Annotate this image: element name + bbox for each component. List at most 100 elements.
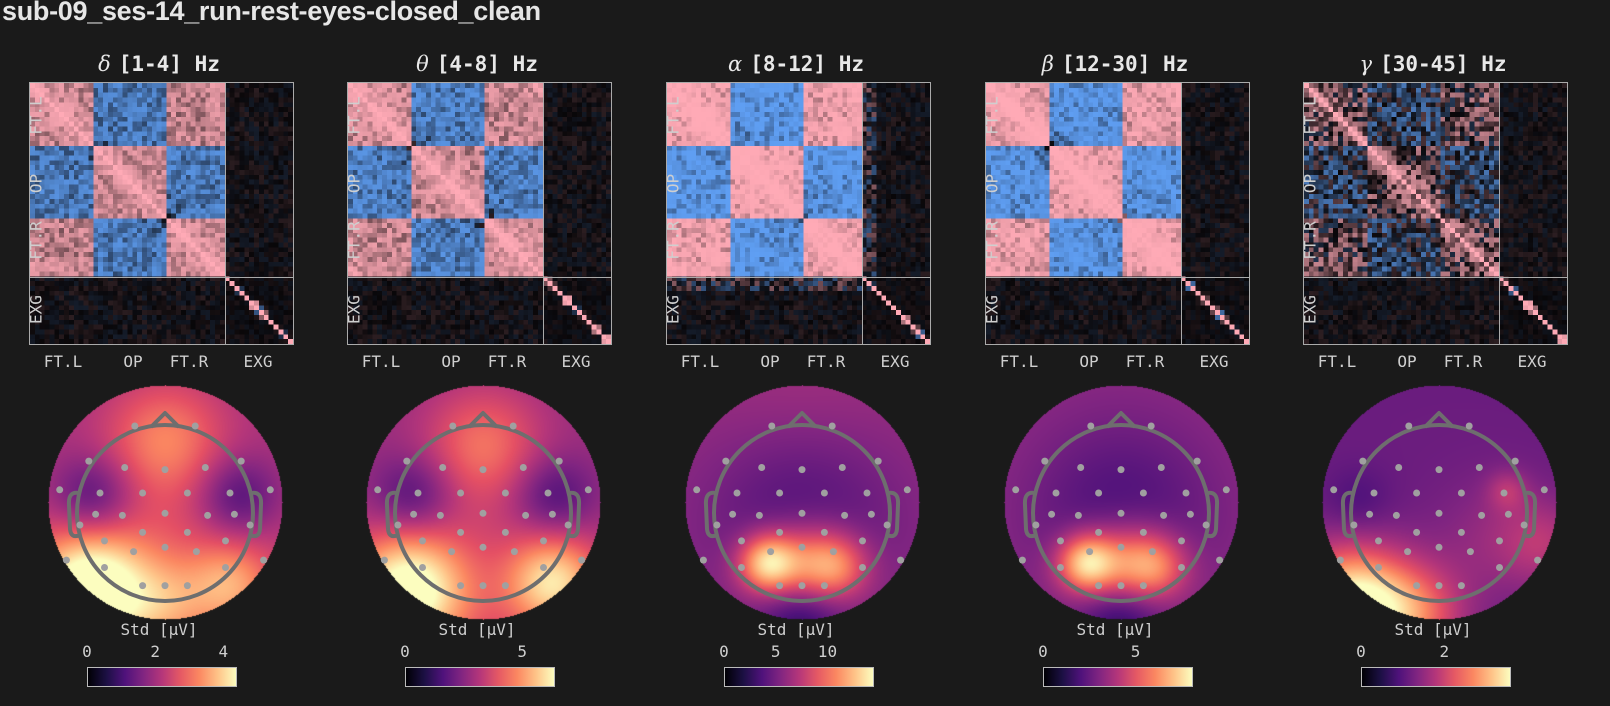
- correlation-matrix: [29, 82, 294, 345]
- y-axis-label: FT.R: [344, 221, 364, 260]
- colorbar-label: Std [μV]: [757, 620, 835, 639]
- colorbar-tick: 0: [400, 642, 410, 661]
- x-axis-label: FT.L: [43, 352, 83, 371]
- head-outline-icon: [56, 411, 274, 603]
- x-axis-label: FT.L: [1317, 352, 1357, 371]
- topomap: [363, 385, 603, 625]
- y-axis-label: OP: [344, 173, 364, 194]
- topomap: [1319, 385, 1559, 625]
- colorbar-tick: 4: [218, 642, 229, 661]
- colorbar-tick: 10: [817, 642, 838, 661]
- band-panel: δ [1-4] Hz FT.L OP FT.R EXG FT.L OP FT.R …: [0, 0, 318, 706]
- y-axis-label: FT.L: [344, 96, 364, 135]
- x-axis-label: EXG: [243, 352, 273, 371]
- band-panel: α [8-12] Hz FT.L OP FT.R EXG FT.L OP FT.R…: [637, 0, 955, 706]
- band-range: [12-30] Hz: [1061, 52, 1189, 76]
- band-symbol: β: [1041, 52, 1054, 76]
- band-title: θ [4-8] Hz: [318, 52, 636, 76]
- band-title: β [12-30] Hz: [956, 52, 1274, 76]
- band-panel: θ [4-8] Hz FT.L OP FT.R EXG FT.L OP FT.R …: [318, 0, 636, 706]
- colorbar: [1043, 667, 1193, 687]
- x-axis-label: EXG: [561, 352, 591, 371]
- matrix-heatmap: [1304, 83, 1567, 344]
- head-outline-icon: [374, 411, 592, 603]
- band-range: [1-4] Hz: [118, 52, 220, 76]
- colorbar-tick: 0: [82, 642, 92, 661]
- topomap: [45, 385, 285, 625]
- colorbar-label: Std [μV]: [438, 620, 516, 639]
- correlation-matrix: [666, 82, 931, 345]
- group-divider: [30, 277, 293, 278]
- y-axis-label: OP: [982, 173, 1002, 194]
- correlation-matrix: [347, 82, 612, 345]
- band-symbol: θ: [416, 52, 429, 76]
- band-range: [4-8] Hz: [436, 52, 538, 76]
- band-title: α [8-12] Hz: [637, 52, 955, 76]
- x-axis-label: OP: [1397, 352, 1417, 371]
- band-title: δ [1-4] Hz: [0, 52, 318, 76]
- y-axis-label: EXG: [344, 295, 364, 324]
- colorbar-label: Std [μV]: [1394, 620, 1472, 639]
- x-axis-label: FT.R: [169, 352, 209, 371]
- band-range: [8-12] Hz: [750, 52, 864, 76]
- group-divider: [225, 83, 226, 344]
- topomap: [1001, 385, 1241, 625]
- group-divider: [986, 277, 1249, 278]
- correlation-matrix: [1303, 82, 1568, 345]
- colorbar: [724, 667, 874, 687]
- x-axis-label: FT.L: [999, 352, 1039, 371]
- head-outline-icon: [693, 411, 911, 603]
- band-symbol: γ: [1359, 52, 1373, 76]
- colorbar-tick: 0: [719, 642, 729, 661]
- group-divider: [862, 83, 863, 344]
- colorbar-label: Std [μV]: [1076, 620, 1154, 639]
- band-symbol: α: [728, 52, 743, 76]
- group-divider: [543, 83, 544, 344]
- group-divider: [348, 277, 611, 278]
- x-axis-label: FT.R: [806, 352, 846, 371]
- x-axis-label: EXG: [1517, 352, 1547, 371]
- group-divider: [1304, 277, 1567, 278]
- colorbar-tick: 0: [1038, 642, 1048, 661]
- x-axis-label: FT.L: [361, 352, 401, 371]
- colorbar-tick: 5: [1130, 642, 1141, 661]
- correlation-matrix: [985, 82, 1250, 345]
- x-axis-label: FT.R: [1125, 352, 1165, 371]
- band-title: γ [30-45] Hz: [1274, 52, 1592, 76]
- y-axis-label: EXG: [26, 295, 46, 324]
- x-axis-label: OP: [1079, 352, 1099, 371]
- colorbar-tick: 5: [517, 642, 528, 661]
- x-axis-label: FT.L: [680, 352, 720, 371]
- y-axis-label: EXG: [1300, 295, 1320, 324]
- x-axis-label: EXG: [1199, 352, 1229, 371]
- band-symbol: δ: [98, 52, 111, 76]
- y-axis-label: FT.L: [982, 96, 1002, 135]
- y-axis-label: OP: [663, 173, 683, 194]
- x-axis-label: FT.R: [487, 352, 527, 371]
- x-axis-label: OP: [441, 352, 461, 371]
- y-axis-label: EXG: [663, 295, 683, 324]
- y-axis-label: FT.L: [1300, 96, 1320, 135]
- band-panel: β [12-30] Hz FT.L OP FT.R EXG FT.L OP FT.…: [956, 0, 1274, 706]
- colorbar-tick: 5: [770, 642, 781, 661]
- y-axis-label: OP: [1300, 173, 1320, 194]
- head-outline-icon: [1012, 411, 1230, 603]
- topomap: [682, 385, 922, 625]
- matrix-heatmap: [986, 83, 1249, 344]
- figure-title: sub-09_ses-14_run-rest-eyes-closed_clean: [2, 0, 541, 26]
- y-axis-label: FT.L: [26, 96, 46, 135]
- colorbar-tick: 2: [1439, 642, 1450, 661]
- y-axis-label: FT.R: [663, 221, 683, 260]
- matrix-heatmap: [667, 83, 930, 344]
- head-outline-icon: [1330, 411, 1548, 603]
- colorbar: [87, 667, 237, 687]
- group-divider: [1181, 83, 1182, 344]
- colorbar: [405, 667, 555, 687]
- matrix-heatmap: [30, 83, 293, 344]
- x-axis-label: OP: [123, 352, 143, 371]
- x-axis-label: EXG: [880, 352, 910, 371]
- matrix-heatmap: [348, 83, 611, 344]
- colorbar: [1361, 667, 1511, 687]
- y-axis-label: EXG: [982, 295, 1002, 324]
- band-range: [30-45] Hz: [1380, 52, 1507, 76]
